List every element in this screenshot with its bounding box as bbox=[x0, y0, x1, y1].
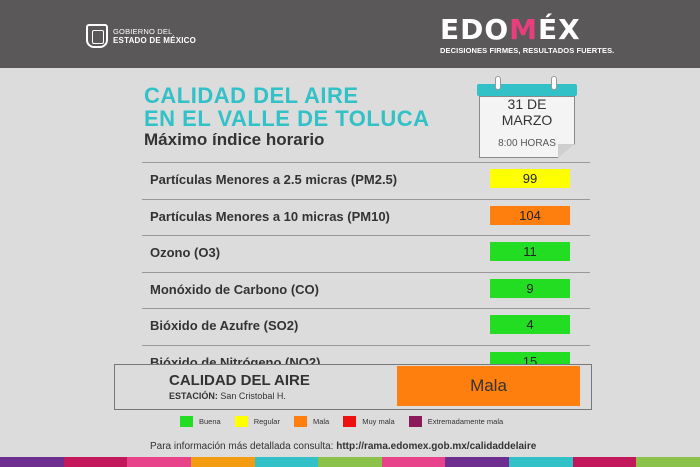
legend-label: Extremadamente mala bbox=[427, 417, 504, 426]
stripe-segment bbox=[636, 457, 700, 467]
pollutant-value-badge: 9 bbox=[490, 278, 570, 298]
stripe-segment bbox=[381, 457, 446, 467]
color-legend: Buena Regular Mala Muy mala Extremadamen… bbox=[180, 416, 517, 427]
calendar-month: MARZO bbox=[501, 112, 553, 128]
brand-post: ÉX bbox=[538, 13, 581, 46]
header-bar: GOBIERNO DEL ESTADO DE MÉXICO EDOMÉX DEC… bbox=[0, 0, 700, 68]
legend-label: Buena bbox=[199, 417, 221, 426]
legend-label: Mala bbox=[312, 417, 330, 426]
calendar-page bbox=[479, 96, 575, 158]
title-line-2: EN EL VALLE DE TOLUCA bbox=[144, 106, 430, 131]
edomex-brand: EDOMÉX DECISIONES FIRMES, RESULTADOS FUE… bbox=[440, 16, 620, 56]
stripe-segment bbox=[0, 457, 64, 467]
calendar-ring-left bbox=[495, 76, 501, 90]
stripe-segment bbox=[190, 457, 255, 467]
brand-accent: M bbox=[509, 13, 539, 46]
legend-swatch bbox=[293, 416, 307, 427]
pollutant-row: Partículas Menores a 2.5 micras (PM2.5) … bbox=[142, 162, 590, 199]
pollutant-label: Partículas Menores a 2.5 micras (PM2.5) bbox=[150, 172, 398, 187]
footer-text: Para información más detallada consulta: bbox=[150, 441, 337, 452]
stripe-segment bbox=[445, 457, 509, 467]
legend-item: Muy mala bbox=[343, 416, 395, 427]
state-seal-icon bbox=[86, 24, 108, 48]
legend-label: Regular bbox=[253, 417, 280, 426]
page-title: CALIDAD DEL AIRE EN EL VALLE DE TOLUCA bbox=[144, 84, 430, 130]
pollutant-label: Ozono (O3) bbox=[150, 245, 221, 260]
pollutant-label: Partículas Menores a 10 micras (PM10) bbox=[150, 208, 390, 224]
pollutant-label: Monóxido de Carbono (CO) bbox=[150, 281, 319, 297]
stripe-segment bbox=[254, 457, 319, 467]
legend-swatch bbox=[343, 416, 357, 427]
stripe-segment bbox=[509, 457, 573, 467]
pollutant-row: Monóxido de Carbono (CO) 9 bbox=[142, 271, 590, 309]
legend-item: Mala bbox=[293, 416, 330, 427]
government-logo: GOBIERNO DEL ESTADO DE MÉXICO bbox=[86, 24, 196, 48]
government-line-1: GOBIERNO DEL bbox=[113, 27, 173, 36]
pollutant-row: Bióxido de Azufre (SO2) 4 bbox=[142, 308, 590, 345]
legend-swatch bbox=[180, 416, 193, 427]
calendar-time: 8:00 HORAS bbox=[498, 138, 556, 149]
page-subtitle: Máximo índice horario bbox=[144, 130, 325, 149]
footer-info: Para información más detallada consulta:… bbox=[150, 441, 536, 452]
pollutant-value-badge: 4 bbox=[490, 315, 570, 334]
legend-swatch bbox=[408, 416, 422, 427]
stripe-segment bbox=[572, 457, 637, 467]
air-quality-summary: CALIDAD DEL AIRE ESTACIÓN: San Cristobal… bbox=[114, 364, 592, 410]
legend-label: Muy mala bbox=[362, 417, 395, 426]
pollutant-value-badge: 99 bbox=[490, 169, 570, 188]
stripe-segment bbox=[318, 457, 382, 467]
air-quality-title: CALIDAD DEL AIRE bbox=[169, 372, 310, 389]
stripe-segment bbox=[63, 457, 128, 467]
government-name: GOBIERNO DEL ESTADO DE MÉXICO bbox=[113, 27, 196, 45]
pollutant-row: Partículas Menores a 10 micras (PM10) 10… bbox=[142, 198, 590, 236]
government-line-2: ESTADO DE MÉXICO bbox=[113, 36, 197, 45]
calendar-ring-right bbox=[551, 76, 557, 90]
station-line: ESTACIÓN: San Cristobal H. bbox=[169, 391, 286, 401]
brand-pre: EDO bbox=[440, 13, 510, 46]
pollutant-row: Ozono (O3) 11 bbox=[142, 235, 590, 272]
calendar-header bbox=[477, 84, 577, 96]
pollutant-value-badge: 11 bbox=[490, 242, 570, 261]
calendar-date: 31 DE MARZO bbox=[479, 96, 575, 128]
legend-swatch bbox=[234, 416, 248, 427]
calendar-icon: 31 DE MARZO 8:00 HORAS bbox=[477, 76, 577, 158]
pollutant-label: Bióxido de Azufre (SO2) bbox=[150, 318, 299, 333]
pollutant-value-badge: 104 bbox=[490, 205, 570, 225]
station-name: San Cristobal H. bbox=[220, 391, 286, 401]
legend-item: Regular bbox=[234, 416, 280, 427]
calendar-day: 31 DE bbox=[507, 96, 547, 112]
brand-tagline: DECISIONES FIRMES, RESULTADOS FUERTES. bbox=[440, 46, 615, 55]
brand-logo-text: EDOMÉX bbox=[440, 16, 620, 44]
stripe-segment bbox=[127, 457, 191, 467]
title-line-1: CALIDAD DEL AIRE bbox=[144, 83, 359, 108]
station-label: ESTACIÓN: bbox=[169, 391, 218, 401]
legend-item: Extremadamente mala bbox=[408, 416, 504, 427]
pollutant-table: Partículas Menores a 2.5 micras (PM2.5) … bbox=[142, 162, 590, 381]
air-quality-status-badge: Mala bbox=[397, 366, 580, 406]
legend-item: Buena bbox=[180, 416, 221, 427]
footer-link[interactable]: http://rama.edomex.gob.mx/calidaddelaire bbox=[336, 441, 537, 452]
color-stripe bbox=[0, 457, 700, 467]
